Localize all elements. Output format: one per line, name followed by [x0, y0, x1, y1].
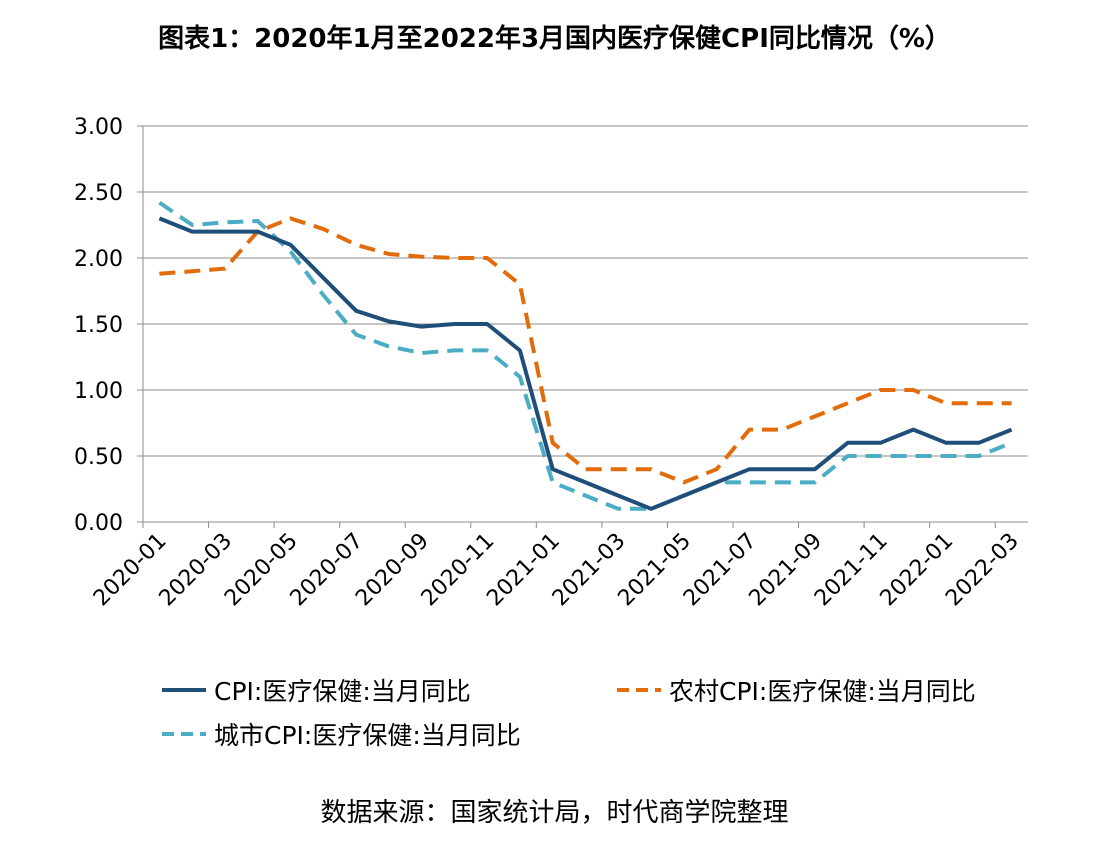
y-tick-label: 3.00 — [74, 115, 123, 140]
series-layer — [158, 200, 1013, 511]
x-tick-label: 2022-03 — [941, 529, 1024, 612]
y-tick-label: 1.00 — [74, 379, 123, 404]
y-tick-label: 2.00 — [74, 247, 123, 272]
source-note: 数据来源：国家统计局，时代商学院整理 — [320, 798, 789, 828]
legend-item-rural-cpi: 农村CPI:医疗保健:当月同比 — [615, 672, 976, 708]
legend-item-cpi: CPI:医疗保健:当月同比 — [160, 672, 471, 708]
x-axis-tick-labels: 2020-012020-032020-052020-072020-092020-… — [89, 529, 1024, 612]
series-line-1 — [159, 216, 1012, 485]
series-line-2 — [158, 200, 1013, 511]
legend-dash-swatch-icon — [162, 732, 206, 736]
y-tick-label: 0.00 — [74, 511, 123, 536]
y-tick-label: 2.50 — [74, 181, 123, 206]
legend-line-swatch-icon — [162, 688, 206, 692]
axis-layer — [137, 125, 1028, 528]
legend-label-cpi: CPI:医疗保健:当月同比 — [214, 677, 471, 706]
legend-label-urban-cpi: 城市CPI:医疗保健:当月同比 — [214, 721, 521, 750]
chart-title: 图表1：2020年1月至2022年3月国内医疗保健CPI同比情况（%） — [158, 24, 951, 54]
legend-label-rural-cpi: 农村CPI:医疗保健:当月同比 — [669, 677, 976, 706]
legend-item-urban-cpi: 城市CPI:医疗保健:当月同比 — [160, 716, 521, 752]
grid-layer — [143, 125, 1028, 457]
y-tick-label: 0.50 — [74, 445, 123, 470]
legend: CPI:医疗保健:当月同比 农村CPI:医疗保健:当月同比 城市CPI:医疗保健… — [160, 672, 1060, 762]
y-tick-label: 1.50 — [74, 313, 123, 338]
series-line-0 — [158, 216, 1013, 511]
y-axis-tick-labels: 3.00 2.50 2.00 1.50 1.00 0.50 0.00 — [74, 115, 123, 536]
legend-dash-swatch-icon — [617, 688, 661, 692]
